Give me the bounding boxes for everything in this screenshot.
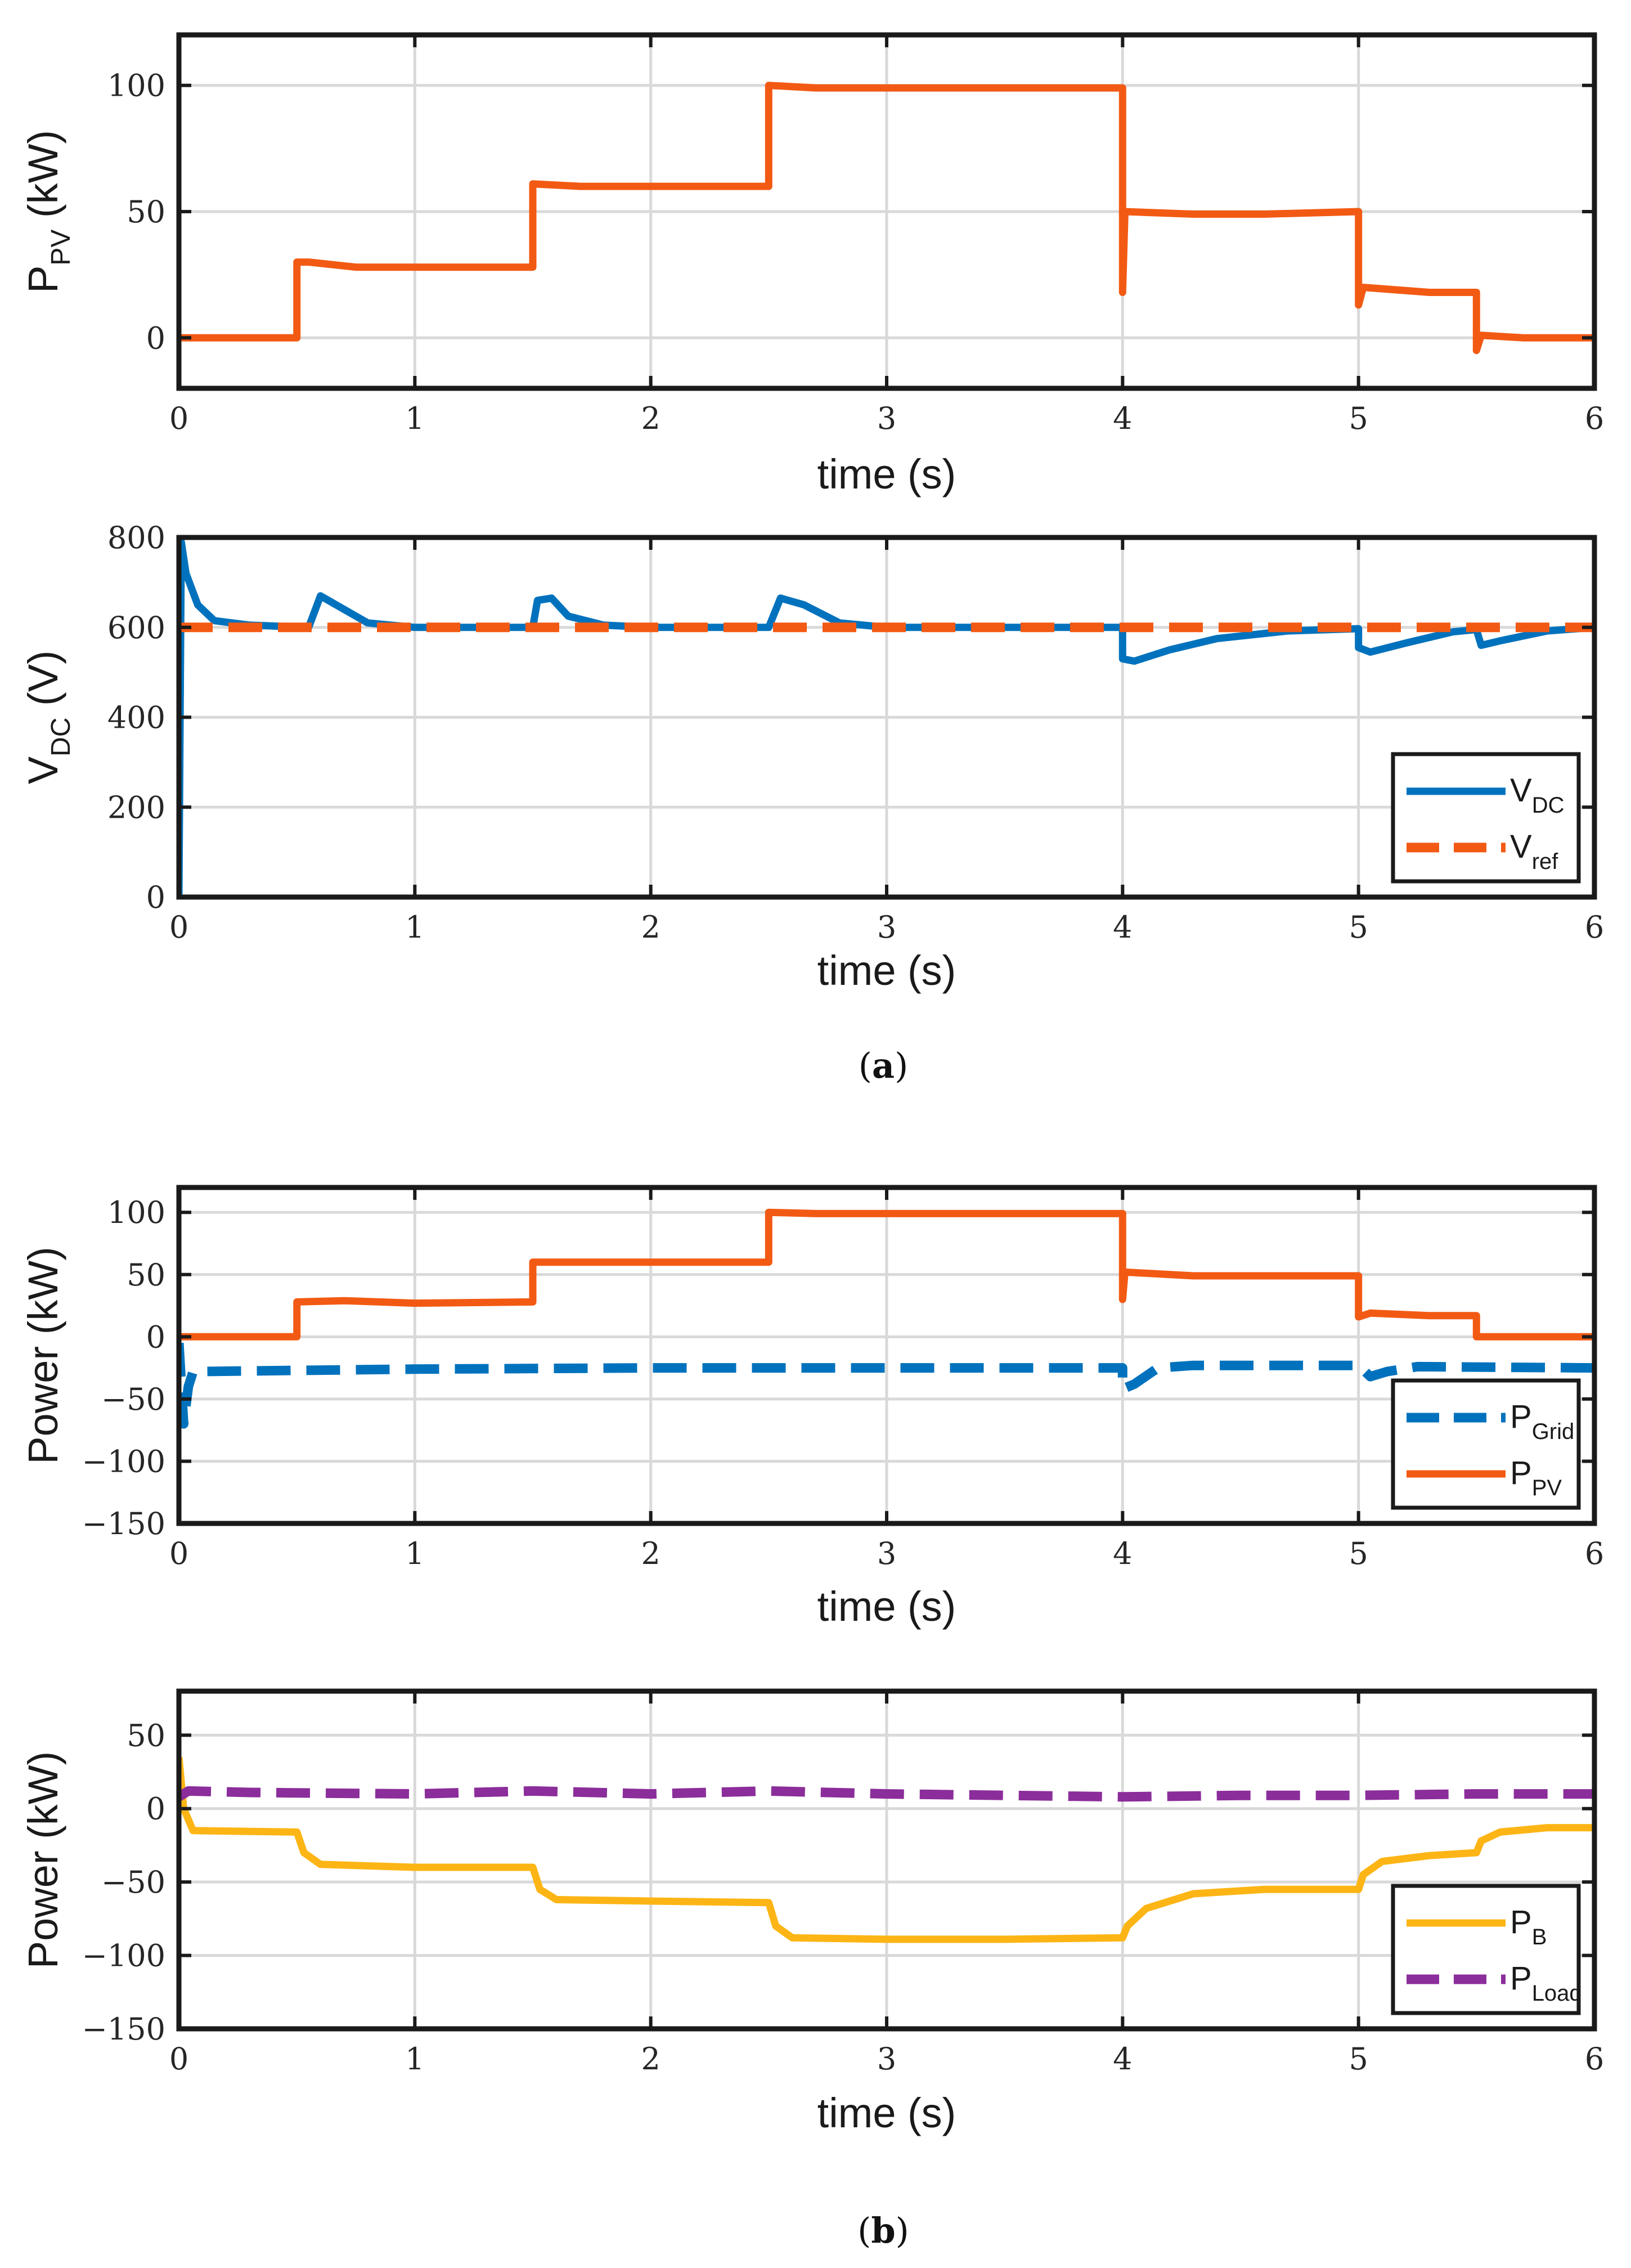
x-tick-label: 5 bbox=[1349, 401, 1368, 436]
x-tick-label: 4 bbox=[1113, 909, 1132, 945]
legend-box bbox=[1391, 1884, 1581, 2015]
x-tick-label: 3 bbox=[877, 2041, 896, 2077]
y-tick-label: 800 bbox=[107, 520, 165, 555]
x-tick-label: 4 bbox=[1113, 401, 1132, 436]
x-axis-label: time (s) bbox=[817, 947, 956, 994]
legend: PB PLoad bbox=[1391, 1884, 1582, 2015]
legend-label: Vref bbox=[1510, 828, 1558, 874]
x-tick-label: 2 bbox=[641, 909, 660, 945]
series-p-pv bbox=[179, 82, 1594, 355]
y-tick-label: 50 bbox=[127, 194, 165, 230]
legend-box bbox=[1391, 752, 1581, 884]
legend-label: VDC bbox=[1510, 772, 1564, 818]
series-p-pv bbox=[179, 1208, 1594, 1341]
x-tick-label: 4 bbox=[1113, 1536, 1132, 1571]
series-p-grid bbox=[179, 1342, 1594, 1429]
chart-vdc: 0 1 2 3 4 5 6 0 200 400 600 800 time (s) VDC (V) VDC Vr… bbox=[20, 520, 1604, 994]
y-axis-label: VDC (V) bbox=[20, 651, 76, 785]
chart-ppv: 0 1 2 3 4 5 6 0 50 100 time (s) PPV (kW) bbox=[20, 32, 1604, 497]
x-tick-label: 0 bbox=[169, 1536, 188, 1571]
y-tick-label: 200 bbox=[107, 790, 165, 825]
x-tick-label: 5 bbox=[1349, 1536, 1368, 1571]
y-axis-label: Power (kW) bbox=[20, 1751, 66, 1969]
x-tick-label: 2 bbox=[641, 2041, 660, 2077]
y-tick-label: 0 bbox=[146, 1791, 165, 1827]
x-axis-label: time (s) bbox=[817, 2090, 956, 2136]
x-tick-label: 2 bbox=[641, 1536, 660, 1571]
x-tick-label: 3 bbox=[877, 1536, 896, 1571]
chart-grid_pv: 0 1 2 3 4 5 6 −150 −100 −50 0 50 100 time (s) Power (k… bbox=[20, 1185, 1604, 1630]
legend-label: PB bbox=[1510, 1904, 1547, 1949]
legend-label: PGrid bbox=[1510, 1399, 1574, 1444]
y-tick-label: 100 bbox=[107, 1195, 165, 1230]
y-tick-label: −150 bbox=[82, 2011, 165, 2047]
x-axis-label: time (s) bbox=[817, 1583, 956, 1630]
x-tick-label: 1 bbox=[405, 401, 424, 436]
y-tick-label: 50 bbox=[127, 1257, 165, 1293]
x-tick-label: 6 bbox=[1585, 909, 1604, 945]
y-tick-label: −50 bbox=[101, 1382, 165, 1417]
x-tick-label: 0 bbox=[169, 401, 188, 436]
x-tick-label: 5 bbox=[1349, 909, 1368, 945]
y-axis-label: PPV (kW) bbox=[20, 130, 76, 293]
chart-b_load: 0 1 2 3 4 5 6 −150 −100 −50 0 50 time (s) Power (kW) P… bbox=[20, 1688, 1604, 2136]
x-tick-label: 6 bbox=[1585, 2041, 1604, 2077]
caption-b: (b) bbox=[857, 2210, 909, 2251]
x-axis-label: time (s) bbox=[817, 451, 956, 497]
y-tick-label: −50 bbox=[101, 1864, 165, 1900]
x-tick-label: 3 bbox=[877, 909, 896, 945]
y-tick-label: 0 bbox=[146, 320, 165, 356]
legend: PGrid PPV bbox=[1391, 1378, 1581, 1510]
legend-label: PLoad bbox=[1510, 1960, 1582, 2006]
y-tick-label: 400 bbox=[107, 700, 165, 736]
y-tick-label: 0 bbox=[146, 880, 165, 915]
legend: VDC Vref bbox=[1391, 752, 1581, 884]
y-tick-label: −100 bbox=[82, 1444, 165, 1479]
y-tick-label: 50 bbox=[127, 1718, 165, 1753]
x-tick-label: 6 bbox=[1585, 401, 1604, 436]
y-tick-label: 0 bbox=[146, 1319, 165, 1355]
x-tick-label: 1 bbox=[405, 909, 424, 945]
x-tick-label: 3 bbox=[877, 401, 896, 436]
x-tick-label: 6 bbox=[1585, 1536, 1604, 1571]
x-tick-label: 1 bbox=[405, 1536, 424, 1571]
series-p-load bbox=[179, 1786, 1594, 1802]
legend-box bbox=[1391, 1378, 1581, 1510]
series-v-dc bbox=[179, 538, 1594, 897]
caption-a: (a) bbox=[859, 1045, 909, 1086]
y-tick-label: −100 bbox=[82, 1938, 165, 1974]
series-p-b bbox=[179, 1756, 1594, 1943]
x-tick-label: 0 bbox=[169, 2041, 188, 2077]
y-axis-label: Power (kW) bbox=[20, 1247, 66, 1464]
legend-label: PPV bbox=[1510, 1455, 1562, 1500]
y-tick-label: −150 bbox=[82, 1506, 165, 1541]
x-tick-label: 1 bbox=[405, 2041, 424, 2077]
x-tick-label: 2 bbox=[641, 401, 660, 436]
x-tick-label: 5 bbox=[1349, 2041, 1368, 2077]
x-tick-label: 0 bbox=[169, 909, 188, 945]
y-tick-label: 100 bbox=[107, 68, 165, 104]
x-tick-label: 4 bbox=[1113, 2041, 1132, 2077]
y-tick-label: 600 bbox=[107, 610, 165, 646]
